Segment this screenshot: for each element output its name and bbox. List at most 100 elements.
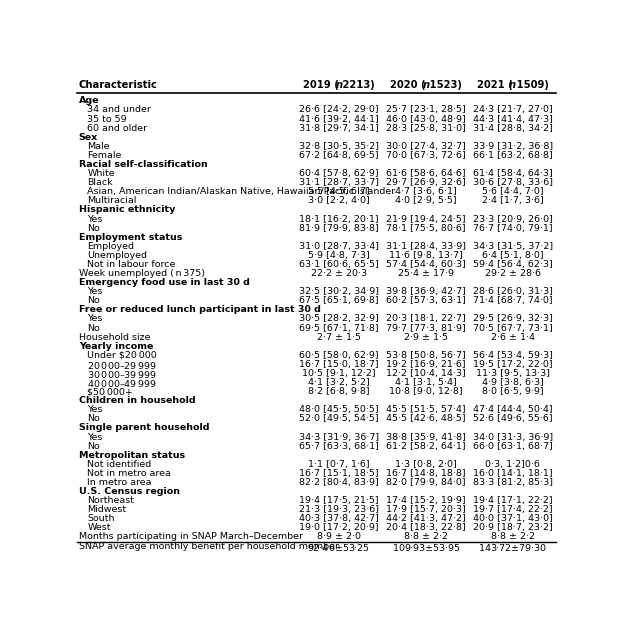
Text: 34 and under: 34 and under (87, 105, 151, 115)
Text: 16·7 [15·1, 18·5]: 16·7 [15·1, 18·5] (299, 469, 379, 478)
Text: Sex: Sex (78, 132, 98, 142)
Text: 53·8 [50·8, 56·7]: 53·8 [50·8, 56·7] (386, 351, 466, 360)
Text: Multiracial: Multiracial (87, 196, 137, 206)
Text: 1·1 [0·7, 1·6]: 1·1 [0·7, 1·6] (308, 460, 370, 469)
Text: Not in labour force: Not in labour force (87, 260, 176, 269)
Text: 8·9 ± 2·0: 8·9 ± 2·0 (317, 532, 361, 542)
Text: 2·4 [1·7, 3·6]: 2·4 [1·7, 3·6] (482, 196, 543, 206)
Text: 2021 (: 2021 ( (477, 80, 512, 90)
Text: 20·3 [18·1, 22·7]: 20·3 [18·1, 22·7] (386, 314, 466, 324)
Text: 29·7 [26·9, 32·6]: 29·7 [26·9, 32·6] (386, 178, 466, 187)
Text: 45·5 [51·5, 57·4]: 45·5 [51·5, 57·4] (386, 405, 466, 414)
Text: $20 000–$29 999: $20 000–$29 999 (87, 360, 158, 371)
Text: 61·2 [58·2, 64·1]: 61·2 [58·2, 64·1] (386, 441, 466, 451)
Text: Yes: Yes (87, 405, 103, 414)
Text: 30·0 [27·4, 32·7]: 30·0 [27·4, 32·7] (386, 142, 466, 151)
Text: 82·2 [80·4, 83·9]: 82·2 [80·4, 83·9] (299, 478, 379, 487)
Text: 8·8 ± 2·2: 8·8 ± 2·2 (404, 532, 448, 542)
Text: SNAP average monthly benefit per household member: SNAP average monthly benefit per househo… (78, 542, 339, 550)
Text: 65·7 [63·3, 68·1]: 65·7 [63·3, 68·1] (299, 441, 379, 451)
Text: $92·46 ± $53·25: $92·46 ± $53·25 (307, 542, 370, 553)
Text: 20·4 [18·3, 22·8]: 20·4 [18·3, 22·8] (386, 524, 466, 532)
Text: 34·3 [31·9, 36·7]: 34·3 [31·9, 36·7] (298, 433, 379, 441)
Text: Week unemployed ( n 375): Week unemployed ( n 375) (78, 269, 205, 278)
Text: Northeast: Northeast (87, 496, 134, 505)
Text: 17·4 [15·2, 19·9]: 17·4 [15·2, 19·9] (386, 496, 466, 505)
Text: 10·8 [9·0, 12·8]: 10·8 [9·0, 12·8] (389, 387, 463, 396)
Text: 30·5 [28·2, 32·9]: 30·5 [28·2, 32·9] (299, 314, 379, 324)
Text: 38·8 [35·9, 41·8]: 38·8 [35·9, 41·8] (386, 433, 466, 441)
Text: 16·0 [14·1, 18·1]: 16·0 [14·1, 18·1] (473, 469, 552, 478)
Text: 4·7 [3·6, 6·1]: 4·7 [3·6, 6·1] (395, 188, 457, 196)
Text: 10·5 [9·1, 12·2]: 10·5 [9·1, 12·2] (302, 369, 376, 378)
Text: 44·3 [41·4, 47·3]: 44·3 [41·4, 47·3] (473, 115, 552, 124)
Text: 1509): 1509) (512, 80, 549, 90)
Text: 19·5 [17·2, 22·0]: 19·5 [17·2, 22·0] (473, 360, 552, 369)
Text: 4·1 [3·1, 5·4]: 4·1 [3·1, 5·4] (395, 378, 457, 387)
Text: Black: Black (87, 178, 113, 187)
Text: 2·9 ± 1·5: 2·9 ± 1·5 (404, 332, 448, 342)
Text: 31·0 [28·7, 33·4]: 31·0 [28·7, 33·4] (298, 242, 379, 251)
Text: No: No (87, 441, 100, 451)
Text: $30 000–$39 999: $30 000–$39 999 (87, 369, 158, 380)
Text: 2020 (: 2020 ( (391, 80, 426, 90)
Text: Hispanic ethnicity: Hispanic ethnicity (78, 206, 175, 214)
Text: 34·0 [31·3, 36·9]: 34·0 [31·3, 36·9] (473, 433, 552, 441)
Text: Not identified: Not identified (87, 460, 151, 469)
Text: 19·4 [17·5, 21·5]: 19·4 [17·5, 21·5] (299, 496, 379, 505)
Text: Yes: Yes (87, 215, 103, 223)
Text: 31·1 [28·7, 33·7]: 31·1 [28·7, 33·7] (298, 178, 379, 187)
Text: 24·3 [21·7, 27·0]: 24·3 [21·7, 27·0] (473, 105, 552, 115)
Text: Months participating in SNAP March–December: Months participating in SNAP March–Decem… (78, 532, 303, 542)
Text: Metropolitan status: Metropolitan status (78, 451, 185, 460)
Text: 4·1 [3·2, 5·2]: 4·1 [3·2, 5·2] (308, 378, 370, 387)
Text: Children in household: Children in household (78, 396, 195, 405)
Text: 1·3 [0·8, 2·0]: 1·3 [0·8, 2·0] (395, 460, 457, 469)
Text: 60·5 [58·0, 62·9]: 60·5 [58·0, 62·9] (299, 351, 379, 360)
Text: 5·6 [4·4, 7·0]: 5·6 [4·4, 7·0] (482, 188, 543, 196)
Text: White: White (87, 169, 115, 178)
Text: No: No (87, 297, 100, 305)
Text: 16·7 [14·8, 18·8]: 16·7 [14·8, 18·8] (386, 469, 466, 478)
Text: Male: Male (87, 142, 110, 151)
Text: n: n (509, 80, 516, 90)
Text: Midwest: Midwest (87, 505, 127, 514)
Text: 28·3 [25·8, 31·0]: 28·3 [25·8, 31·0] (386, 124, 466, 132)
Text: 83·3 [81·2, 85·3]: 83·3 [81·2, 85·3] (473, 478, 552, 487)
Text: 61·4 [58·4, 64·3]: 61·4 [58·4, 64·3] (473, 169, 552, 178)
Text: 69·5 [67·1, 71·8]: 69·5 [67·1, 71·8] (299, 324, 379, 332)
Text: U.S. Census region: U.S. Census region (78, 487, 180, 496)
Text: Employment status: Employment status (78, 233, 182, 241)
Text: 8·8 ± 2·2: 8·8 ± 2·2 (491, 532, 535, 542)
Text: No: No (87, 414, 100, 423)
Text: 8·2 [6·8, 9·8]: 8·2 [6·8, 9·8] (308, 387, 370, 396)
Text: Yes: Yes (87, 287, 103, 296)
Text: 40·0 [37·1, 43·0]: 40·0 [37·1, 43·0] (473, 514, 552, 523)
Text: In metro area: In metro area (87, 478, 152, 487)
Text: 32·5 [30·2, 34·9]: 32·5 [30·2, 34·9] (298, 287, 379, 296)
Text: 25·4 ± 17·9: 25·4 ± 17·9 (398, 269, 454, 278)
Text: 56·4 [53·4, 59·3]: 56·4 [53·4, 59·3] (473, 351, 552, 360)
Text: 35 to 59: 35 to 59 (87, 115, 127, 124)
Text: 67·5 [65·1, 69·8]: 67·5 [65·1, 69·8] (299, 297, 379, 305)
Text: 5·5 [4·5, 6·7]: 5·5 [4·5, 6·7] (308, 188, 370, 196)
Text: 8·0 [6·5, 9·9]: 8·0 [6·5, 9·9] (482, 387, 543, 396)
Text: 12·2 [10·4, 14·3]: 12·2 [10·4, 14·3] (386, 369, 466, 378)
Text: 82·0 [79·9, 84·0]: 82·0 [79·9, 84·0] (386, 478, 466, 487)
Text: Female: Female (87, 151, 122, 160)
Text: South: South (87, 514, 115, 523)
Text: 31·1 [28·4, 33·9]: 31·1 [28·4, 33·9] (386, 242, 466, 251)
Text: 20·9 [18·7, 23·2]: 20·9 [18·7, 23·2] (473, 524, 552, 532)
Text: No: No (87, 324, 100, 332)
Text: 29·5 [26·9, 32·3]: 29·5 [26·9, 32·3] (473, 314, 552, 324)
Text: 46·0 [43·0, 48·9]: 46·0 [43·0, 48·9] (386, 115, 466, 124)
Text: Employed: Employed (87, 242, 134, 251)
Text: 5·9 [4·8, 7·3]: 5·9 [4·8, 7·3] (308, 251, 370, 260)
Text: 16·7 [15·0, 18·7]: 16·7 [15·0, 18·7] (299, 360, 379, 369)
Text: $40 000–$49 999: $40 000–$49 999 (87, 378, 158, 389)
Text: 48·0 [45·5, 50·5]: 48·0 [45·5, 50·5] (299, 405, 379, 414)
Text: Single parent household: Single parent household (78, 423, 209, 433)
Text: 11·6 [9·8, 13·7]: 11·6 [9·8, 13·7] (389, 251, 463, 260)
Text: 3·0 [2·2, 4·0]: 3·0 [2·2, 4·0] (308, 196, 370, 206)
Text: 70·0 [67·3, 72·6]: 70·0 [67·3, 72·6] (386, 151, 466, 160)
